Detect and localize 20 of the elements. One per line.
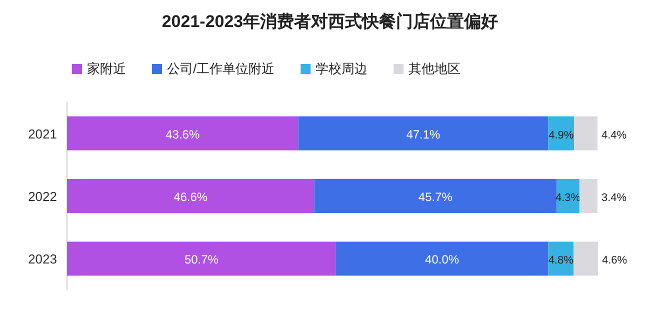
data-label: 47.1% — [406, 127, 440, 142]
data-label: 4.3% — [556, 192, 581, 204]
data-label: 43.6% — [166, 127, 200, 142]
category-label: 2021 — [28, 126, 57, 142]
data-label: 4.8% — [548, 254, 574, 267]
category-label: 2023 — [28, 252, 57, 267]
legend-label: 公司/工作单位附近 — [167, 61, 275, 76]
data-label: 40.0% — [425, 252, 460, 267]
legend-label: 家附近 — [87, 61, 126, 76]
data-label: 4.6% — [602, 254, 628, 267]
category-label: 2022 — [28, 189, 57, 204]
data-label: 4.4% — [601, 129, 627, 142]
data-label: 3.4% — [601, 192, 627, 204]
legend-label: 其他地区 — [408, 61, 461, 76]
data-label: 46.6% — [174, 190, 208, 204]
legend-label: 学校周边 — [316, 61, 368, 76]
data-label: 4.9% — [548, 129, 574, 142]
data-label: 45.7% — [418, 190, 452, 204]
data-label: 50.7% — [184, 252, 218, 267]
title: 2021-2023年消费者对西式快餐门店位置偏好 — [162, 12, 498, 31]
